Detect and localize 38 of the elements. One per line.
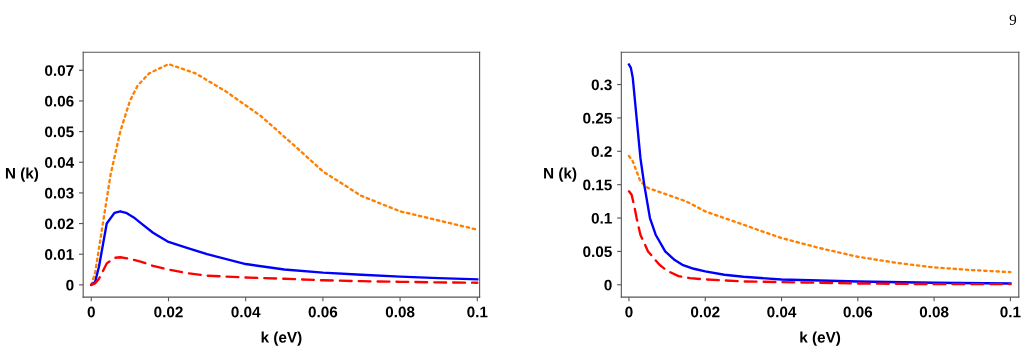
x-tick-label: 0.1 [467,306,488,318]
line-series [627,63,1012,285]
line-series [627,190,1012,286]
y-tick-label: 0.1 [591,212,612,224]
y-tick-label: 0.03 [45,187,74,199]
line-series [90,210,479,287]
x-tick-label: 0 [625,306,633,318]
y-tick-label: 0.06 [45,95,74,107]
y-tick-label: 0.01 [45,249,74,260]
y-tick-label: 0.05 [583,246,612,258]
x-tick-label: 0.1 [1000,306,1021,318]
x-tick-label: 0.04 [767,306,797,318]
text: 9 [1009,14,1017,25]
x-axis-title: k (eV) [261,331,302,346]
x-tick-label: 0.06 [308,306,338,318]
y-axis-title: N (k) [544,167,577,182]
y-tick-label: 0.25 [583,112,612,124]
y-axis-title: N (k) [5,167,39,182]
x-tick-label: 0.08 [919,306,949,318]
x-tick-label: 0.08 [385,306,415,318]
y-tick-label: 0.3 [591,79,612,91]
line-series [90,256,479,287]
y-tick-label: 0.2 [591,146,612,157]
y-tick-label: 0.04 [45,157,75,168]
y-tick-label: 0.02 [45,218,74,230]
x-tick-label: 0.02 [154,306,183,318]
y-tick-label: 0 [604,279,612,291]
line-series [90,62,479,287]
y-tick-label: 0.05 [45,126,74,138]
x-tick-label: 0.06 [843,306,873,318]
line-series [627,154,1012,274]
x-axis-title: k (eV) [800,331,841,346]
x-tick-label: 0.04 [231,306,261,318]
x-tick-label: 0.02 [690,306,720,318]
y-tick-label: 0.15 [583,179,612,191]
x-tick-label: 0 [87,306,95,318]
y-tick-label: 0.07 [45,65,74,76]
y-tick-label: 0 [66,279,74,291]
